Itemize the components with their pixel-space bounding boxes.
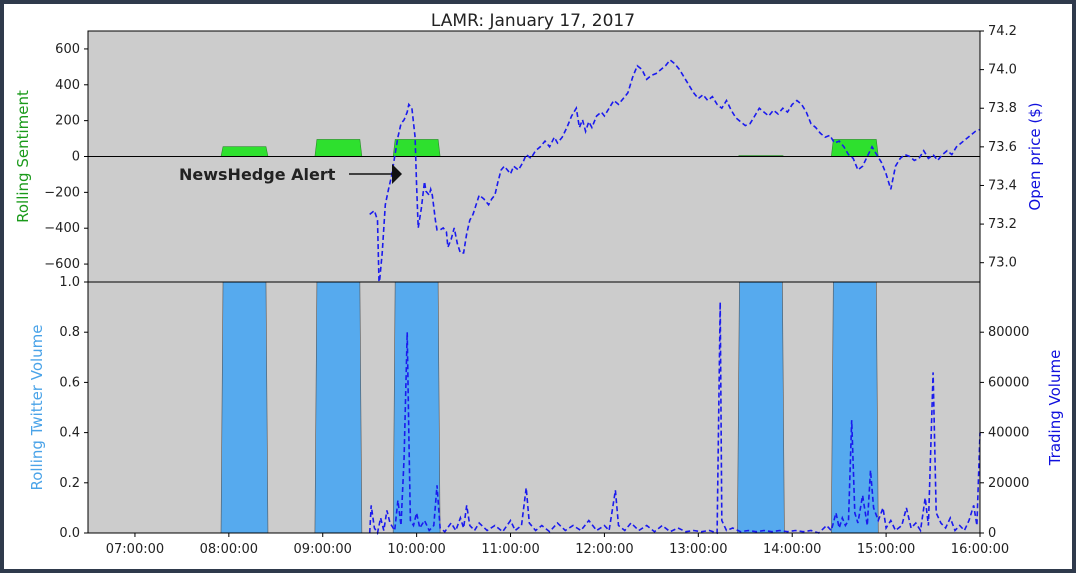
time-tick-label: 10:00:00 xyxy=(387,542,445,557)
twitter-tick-label: 0.6 xyxy=(59,375,80,390)
chart-figure: LAMR: January 17, 2017 600 400 200 0 −200 −40… xyxy=(14,11,1064,557)
volume-tick-label: 20000 xyxy=(988,476,1029,491)
price-tick-label: 73.6 xyxy=(988,140,1017,155)
time-tick-label: 11:00:00 xyxy=(481,542,539,557)
open-price-line xyxy=(369,58,981,286)
time-tick-label: 15:00:00 xyxy=(857,542,915,557)
twitter-tick-label: 0.0 xyxy=(59,526,80,541)
price-tick-label: 74.0 xyxy=(988,63,1017,78)
price-tick-label: 73.4 xyxy=(988,178,1017,193)
twitter-volume-block-0 xyxy=(220,281,269,534)
twitter-volume-block-2 xyxy=(392,281,441,534)
time-tick-label: 13:00:00 xyxy=(669,542,727,557)
twitter-volume-block-4 xyxy=(831,281,879,534)
volume-tick-label: 40000 xyxy=(988,426,1029,441)
chart-title: LAMR: January 17, 2017 xyxy=(431,11,635,31)
chart-frame: LAMR: January 17, 2017 600 400 200 0 −200 −40… xyxy=(4,4,1072,569)
twitter-tick-label: 0.8 xyxy=(59,325,80,340)
sentiment-tick-label: −400 xyxy=(44,221,80,236)
twitter-tick-label: 0.2 xyxy=(59,476,80,491)
bottom-frame xyxy=(87,281,981,534)
sentiment-tick-label: −600 xyxy=(44,257,80,272)
time-tick-label: 16:00:00 xyxy=(951,542,1009,557)
price-axis-label: Open price ($) xyxy=(1026,102,1044,210)
bottom-panel: 1.0 0.8 0.6 0.4 0.2 0.0 80000 60000 40000 20000 0 0… xyxy=(28,275,1064,557)
annotation-label: NewsHedge Alert xyxy=(179,165,336,184)
top-panel: 600 400 200 0 −200 −400 −600 74.2 74.0 73.8 73.6 73… xyxy=(14,24,1044,286)
sentiment-tick-label: 0 xyxy=(72,150,80,165)
volume-tick-label: 80000 xyxy=(988,325,1029,340)
twitter-volume-block-1 xyxy=(314,281,363,534)
sentiment-axis-label: Rolling Sentiment xyxy=(14,90,32,223)
twitter-tick-label: 0.4 xyxy=(59,426,80,441)
sentiment-tick-label: 400 xyxy=(55,78,80,93)
price-tick-label: 74.2 xyxy=(988,24,1017,39)
sentiment-block-2 xyxy=(392,139,441,157)
time-tick-label: 07:00:00 xyxy=(106,542,164,557)
time-tick-label: 08:00:00 xyxy=(200,542,258,557)
annotation-arrow-head xyxy=(392,164,402,184)
sentiment-tick-label: 600 xyxy=(55,42,80,57)
twitter-volume-block-3 xyxy=(737,281,785,534)
price-tick-label: 73.2 xyxy=(988,217,1017,232)
annotation: NewsHedge Alert xyxy=(179,164,402,184)
price-tick-label: 73.8 xyxy=(988,101,1017,116)
volume-axis-label: Trading Volume xyxy=(1046,350,1064,467)
time-tick-label: 09:00:00 xyxy=(294,542,352,557)
price-tick-label: 73.0 xyxy=(988,256,1017,271)
sentiment-block-0 xyxy=(220,146,269,157)
sentiment-tick-label: −200 xyxy=(44,185,80,200)
twitter-tick-label: 1.0 xyxy=(59,275,80,290)
volume-tick-label: 0 xyxy=(988,526,996,541)
time-tick-label: 12:00:00 xyxy=(575,542,633,557)
time-tick-label: 14:00:00 xyxy=(763,542,821,557)
twitter-axis-label: Rolling Twitter Volume xyxy=(28,324,46,490)
sentiment-block-1 xyxy=(314,139,363,157)
sentiment-tick-label: 200 xyxy=(55,114,80,129)
volume-tick-label: 60000 xyxy=(988,375,1029,390)
